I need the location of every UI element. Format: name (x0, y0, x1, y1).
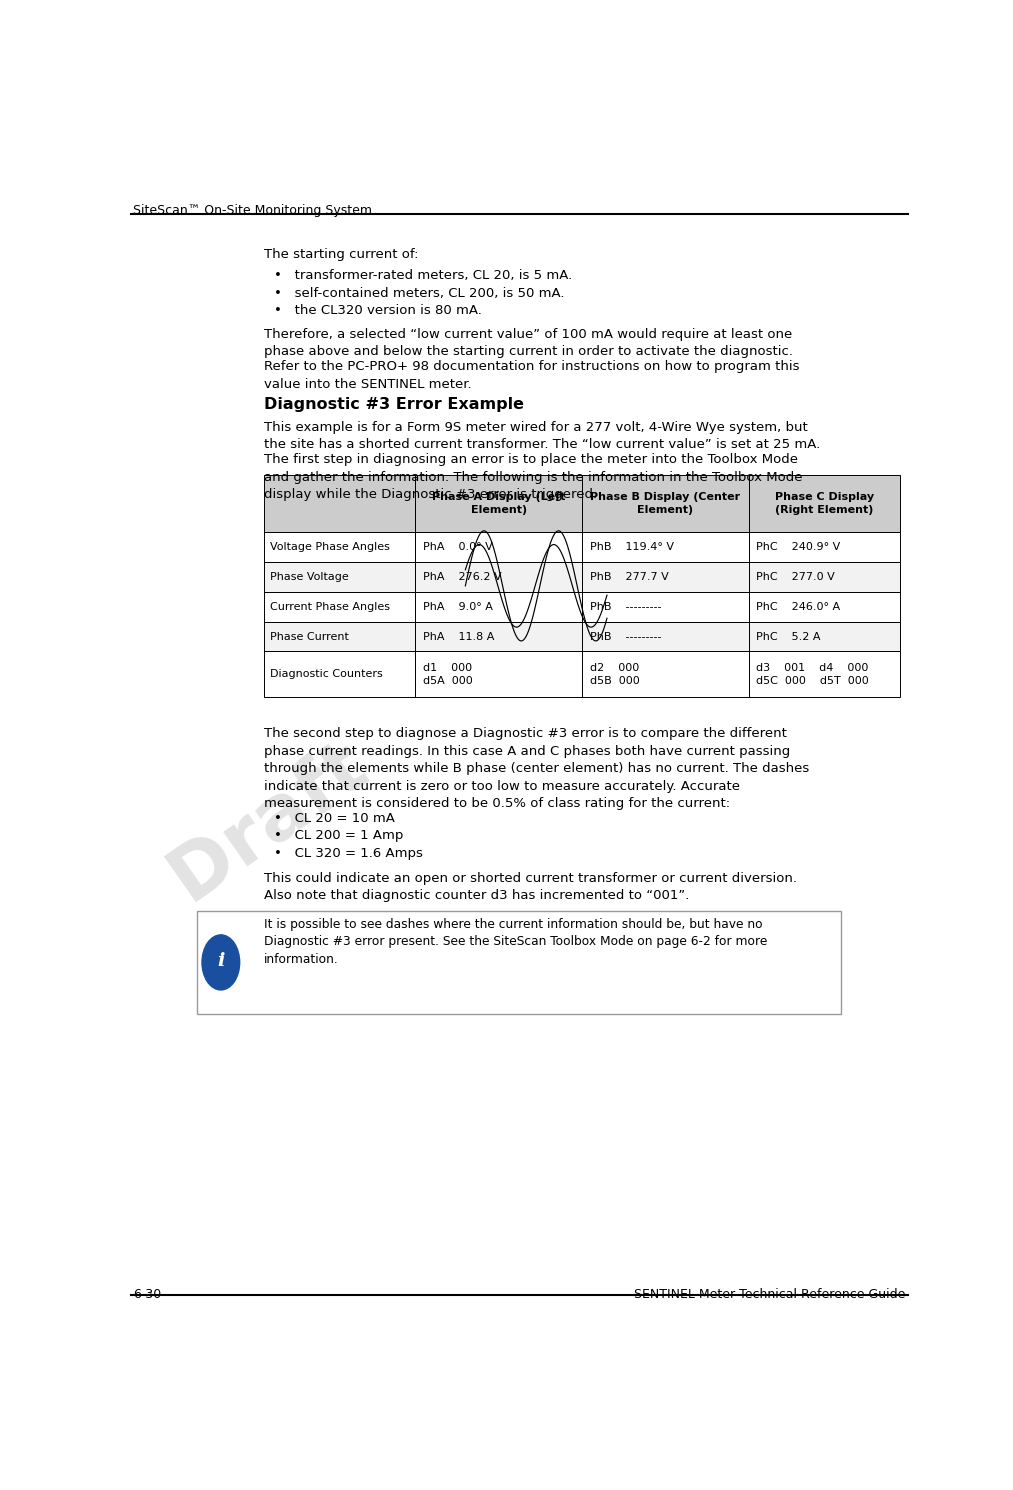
Bar (582, 532, 749, 562)
Bar (749, 562, 900, 592)
Text: This example is for a Form 9S meter wired for a 277 volt, 4-Wire Wye system, but: This example is for a Form 9S meter wire… (264, 420, 821, 451)
Text: •   self-contained meters, CL 200, is 50 mA.: • self-contained meters, CL 200, is 50 m… (275, 286, 564, 299)
Bar (264, 651, 415, 697)
Text: Diagnostic #3 Error Example: Diagnostic #3 Error Example (264, 396, 524, 411)
Text: The second step to diagnose a Diagnostic #3 error is to compare the different
ph: The second step to diagnose a Diagnostic… (264, 727, 809, 811)
Bar (415, 532, 582, 562)
Text: PhA    9.0° A: PhA 9.0° A (423, 602, 493, 612)
Text: d3    001    d4    000
d5C  000    d5T  000: d3 001 d4 000 d5C 000 d5T 000 (757, 663, 869, 685)
Text: PhC    5.2 A: PhC 5.2 A (757, 632, 821, 642)
Text: It is possible to see dashes where the current information should be, but have n: It is possible to see dashes where the c… (264, 918, 768, 966)
Bar (264, 592, 415, 621)
Bar (582, 475, 749, 532)
Text: •   CL 20 = 10 mA: • CL 20 = 10 mA (275, 812, 395, 825)
Text: PhC    240.9° V: PhC 240.9° V (757, 542, 841, 553)
Text: Phase C Display
(Right Element): Phase C Display (Right Element) (775, 492, 874, 514)
Text: d1    000
d5A  000: d1 000 d5A 000 (423, 663, 473, 685)
Bar (582, 592, 749, 621)
Text: d2    000
d5B  000: d2 000 d5B 000 (590, 663, 639, 685)
Text: PhB    119.4° V: PhB 119.4° V (590, 542, 674, 553)
Bar (582, 651, 749, 697)
Text: Voltage Phase Angles: Voltage Phase Angles (269, 542, 389, 553)
Text: The first step in diagnosing an error is to place the meter into the Toolbox Mod: The first step in diagnosing an error is… (264, 453, 802, 501)
Text: 6-30: 6-30 (133, 1287, 161, 1301)
Text: •   transformer-rated meters, CL 20, is 5 mA.: • transformer-rated meters, CL 20, is 5 … (275, 270, 572, 283)
Text: •   CL 200 = 1 Amp: • CL 200 = 1 Amp (275, 830, 403, 842)
Text: SENTINEL Meter Technical Reference Guide: SENTINEL Meter Technical Reference Guide (634, 1287, 906, 1301)
Text: SiteScan™ On-Site Monitoring System: SiteScan™ On-Site Monitoring System (133, 204, 372, 218)
Text: •   the CL320 version is 80 mA.: • the CL320 version is 80 mA. (275, 304, 482, 317)
Bar (415, 562, 582, 592)
Text: PhB    277.7 V: PhB 277.7 V (590, 572, 669, 583)
Text: PhA    11.8 A: PhA 11.8 A (423, 632, 494, 642)
Bar (749, 621, 900, 651)
Bar (198, 910, 841, 1015)
Text: Draft: Draft (156, 727, 380, 915)
Bar (264, 532, 415, 562)
Bar (749, 592, 900, 621)
Text: Phase A Display (Left
Element): Phase A Display (Left Element) (432, 492, 565, 514)
Text: Phase B Display (Center
Element): Phase B Display (Center Element) (591, 492, 741, 514)
Text: •   CL 320 = 1.6 Amps: • CL 320 = 1.6 Amps (275, 846, 423, 860)
Bar (749, 532, 900, 562)
Text: PhA    0.0° V: PhA 0.0° V (423, 542, 493, 553)
Bar (582, 562, 749, 592)
Text: This could indicate an open or shorted current transformer or current diversion.: This could indicate an open or shorted c… (264, 872, 797, 903)
Text: PhA    276.2 V: PhA 276.2 V (423, 572, 501, 583)
Text: The starting current of:: The starting current of: (264, 247, 418, 261)
Bar (582, 621, 749, 651)
Bar (264, 475, 415, 532)
Text: Therefore, a selected “low current value” of 100 mA would require at least one
p: Therefore, a selected “low current value… (264, 328, 793, 359)
Bar (264, 621, 415, 651)
Text: PhB    ---------: PhB --------- (590, 632, 661, 642)
Text: Refer to the PC-PRO+ 98 documentation for instructions on how to program this
va: Refer to the PC-PRO+ 98 documentation fo… (264, 361, 799, 390)
Bar (264, 562, 415, 592)
Bar (749, 651, 900, 697)
Text: Current Phase Angles: Current Phase Angles (269, 602, 390, 612)
Text: PhB    ---------: PhB --------- (590, 602, 661, 612)
Bar (415, 621, 582, 651)
Text: PhC    246.0° A: PhC 246.0° A (757, 602, 841, 612)
Bar (415, 592, 582, 621)
Text: PhC    277.0 V: PhC 277.0 V (757, 572, 835, 583)
Bar (749, 475, 900, 532)
Text: Diagnostic Counters: Diagnostic Counters (269, 669, 382, 679)
Text: i: i (217, 952, 225, 970)
Bar (415, 475, 582, 532)
Circle shape (202, 934, 240, 989)
Text: Phase Current: Phase Current (269, 632, 348, 642)
Bar (415, 651, 582, 697)
Text: Phase Voltage: Phase Voltage (269, 572, 348, 583)
